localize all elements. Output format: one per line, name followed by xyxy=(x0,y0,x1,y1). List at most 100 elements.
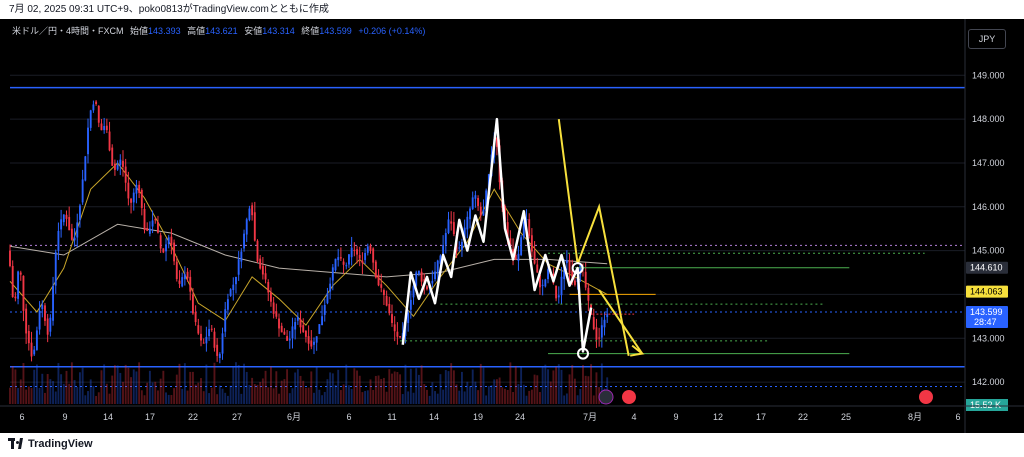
candle-body xyxy=(485,190,488,212)
candle-body xyxy=(175,261,178,280)
candle-body xyxy=(471,197,474,209)
candle-body xyxy=(17,271,20,299)
candle-body xyxy=(186,271,189,279)
candle-body xyxy=(366,246,369,253)
volume-bar xyxy=(514,365,517,404)
price-label-text: 144.063 xyxy=(970,287,1003,297)
chart-area[interactable]: 149.000 148.000 147.000 146.000 145.000 144.0… xyxy=(0,19,1024,433)
time-tick-label: 25 xyxy=(841,412,851,422)
price-label-text: 143.599 xyxy=(970,307,1003,317)
price-axis[interactable]: 149.000 148.000 147.000 146.000 145.000 144.0… xyxy=(964,19,1008,433)
time-axis[interactable]: 6 9 14 17 22 27 6月 6 11 14 19 24 7月 4 9 12 17 22 25 8月 6 xyxy=(0,389,1024,422)
candle-body xyxy=(522,221,525,238)
drawing-overlay[interactable] xyxy=(400,117,925,360)
volume-bar xyxy=(240,393,243,404)
candle-body xyxy=(127,182,130,199)
volume-bar xyxy=(108,393,111,404)
candle-body xyxy=(65,214,68,219)
price-chart[interactable]: 149.000 148.000 147.000 146.000 145.000 144.0… xyxy=(0,19,1024,433)
candle-body xyxy=(286,336,289,341)
candle-body xyxy=(345,265,348,267)
volume-bar xyxy=(600,363,603,404)
candle-body xyxy=(143,208,146,230)
volume-bar xyxy=(350,388,353,404)
volume-bar xyxy=(162,370,165,404)
volume-bar xyxy=(509,362,512,404)
candle-body xyxy=(573,280,576,285)
volume-bar xyxy=(248,384,251,404)
candle-body xyxy=(426,286,428,290)
volume-bar xyxy=(167,394,170,404)
candle-body xyxy=(97,105,100,123)
candle-body xyxy=(477,198,480,206)
candle-body xyxy=(321,316,323,326)
candle-body xyxy=(533,251,536,264)
volume-bar xyxy=(146,382,149,404)
volume-bar xyxy=(329,372,332,404)
candle-body xyxy=(348,254,350,265)
countdown-text: 28:47 xyxy=(974,317,997,327)
high-label: 高値 xyxy=(187,25,205,36)
volume-bar xyxy=(512,392,514,404)
volume-bar xyxy=(323,391,326,404)
volume-bar xyxy=(286,369,289,404)
candle-body xyxy=(506,222,509,240)
candle-body xyxy=(70,228,73,240)
candle-body xyxy=(283,331,286,335)
volume-bar xyxy=(404,364,407,404)
candle-body xyxy=(105,125,108,131)
volume-bar xyxy=(81,367,84,404)
candle-body xyxy=(165,244,167,252)
volume-bar xyxy=(232,366,235,404)
candle-body xyxy=(205,336,208,344)
volume-bar xyxy=(391,373,393,404)
candle-body xyxy=(79,205,81,220)
candle-body xyxy=(25,308,28,334)
volume-bar xyxy=(68,383,71,404)
volume-bar xyxy=(498,377,501,404)
candle-body xyxy=(409,299,412,310)
volume-bar xyxy=(113,365,116,404)
volume-bar xyxy=(579,388,582,404)
candle-body xyxy=(415,272,418,286)
volume-bar xyxy=(148,370,151,404)
close-value: 143.599 xyxy=(319,26,352,36)
candle-body xyxy=(202,342,205,344)
volume-bar xyxy=(399,374,402,404)
volume-bar xyxy=(477,390,480,404)
volume-bar xyxy=(434,391,436,404)
currency-button[interactable]: JPY xyxy=(968,29,1006,49)
candle-body xyxy=(592,317,595,329)
volume-bar xyxy=(504,388,506,404)
time-tick-label: 27 xyxy=(232,412,242,422)
time-tick-label: 19 xyxy=(473,412,483,422)
volume-bar xyxy=(463,391,466,404)
volume-bar xyxy=(73,380,76,404)
candle-body xyxy=(159,235,162,249)
candle-body xyxy=(154,219,157,221)
volume-bar xyxy=(466,381,469,404)
candle-body xyxy=(132,192,135,203)
volume-bar xyxy=(541,366,544,404)
candle-body xyxy=(307,336,310,344)
candle-body xyxy=(57,230,60,251)
volume-bar xyxy=(103,364,106,404)
candle-body xyxy=(439,255,442,264)
time-tick-label: 9 xyxy=(62,412,67,422)
candle-body xyxy=(272,302,275,314)
svg-text:米ドル／円・4時間・FXCM 始値143.3: 米ドル／円・4時間・FXCM 始値143.393 高値143.621 安値143… xyxy=(12,25,425,36)
volume-bar xyxy=(154,381,157,404)
volume-bar xyxy=(191,371,194,404)
volume-bar xyxy=(76,387,79,404)
price-tick-label: 146.000 xyxy=(972,202,1005,212)
volume-bar xyxy=(9,387,11,404)
candle-body xyxy=(598,337,601,339)
candle-body xyxy=(178,280,181,284)
candle-body xyxy=(251,205,254,216)
tradingview-logo[interactable]: TradingView xyxy=(8,438,93,450)
volume-bar xyxy=(291,388,294,404)
candle-body xyxy=(108,131,111,151)
volume-bar xyxy=(358,375,361,404)
time-tick-label: 7月 xyxy=(583,412,597,422)
candle-body xyxy=(119,159,122,166)
